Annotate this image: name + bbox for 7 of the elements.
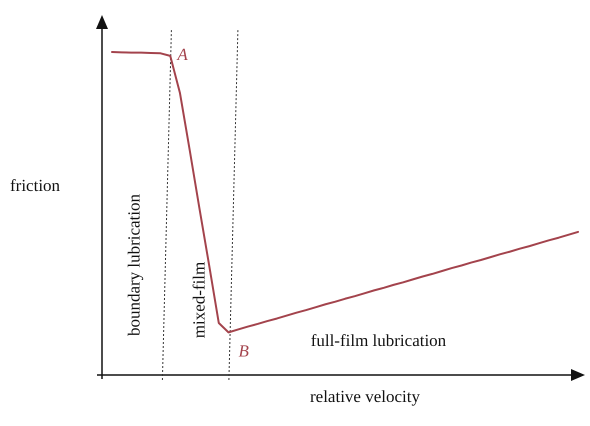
annotation: boundary lubrication <box>124 193 144 336</box>
annotation: full-film lubrication <box>310 331 447 350</box>
annotation: A <box>176 45 188 64</box>
annotation: mixed-film <box>190 262 209 338</box>
annotation: B <box>238 341 250 360</box>
y-axis-title: friction <box>10 176 61 195</box>
x-axis-title: relative velocity <box>310 387 420 406</box>
